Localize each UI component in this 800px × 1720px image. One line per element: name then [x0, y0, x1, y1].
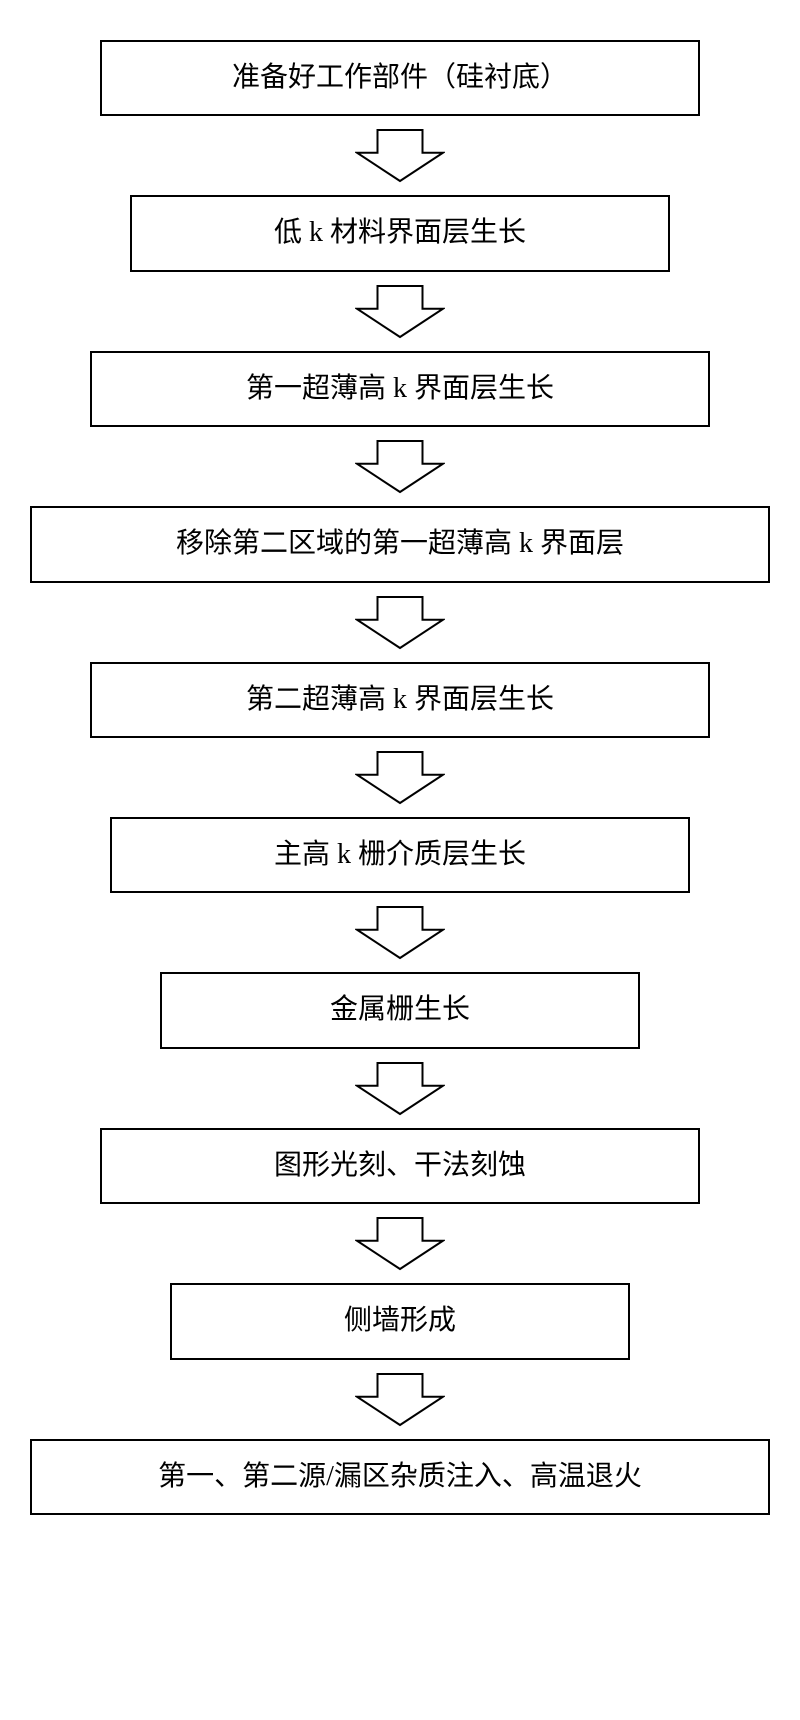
arrow-7: [355, 1061, 445, 1116]
arrow-8: [355, 1216, 445, 1271]
arrow-5: [355, 750, 445, 805]
arrow-6: [355, 905, 445, 960]
arrow-3: [355, 439, 445, 494]
step-9-box: 侧墙形成: [170, 1283, 630, 1359]
step-8-box: 图形光刻、干法刻蚀: [100, 1128, 700, 1204]
arrow-4: [355, 595, 445, 650]
step-5-box: 第二超薄高 k 界面层生长: [90, 662, 710, 738]
step-2-box: 低 k 材料界面层生长: [130, 195, 670, 271]
arrow-9: [355, 1372, 445, 1427]
flowchart-container: 准备好工作部件（硅衬底） 低 k 材料界面层生长 第一超薄高 k 界面层生长 移…: [30, 40, 770, 1515]
arrow-1: [355, 128, 445, 183]
step-3-box: 第一超薄高 k 界面层生长: [90, 351, 710, 427]
step-10-box: 第一、第二源/漏区杂质注入、高温退火: [30, 1439, 770, 1515]
step-4-box: 移除第二区域的第一超薄高 k 界面层: [30, 506, 770, 582]
step-7-box: 金属栅生长: [160, 972, 640, 1048]
arrow-2: [355, 284, 445, 339]
step-6-box: 主高 k 栅介质层生长: [110, 817, 690, 893]
step-1-box: 准备好工作部件（硅衬底）: [100, 40, 700, 116]
